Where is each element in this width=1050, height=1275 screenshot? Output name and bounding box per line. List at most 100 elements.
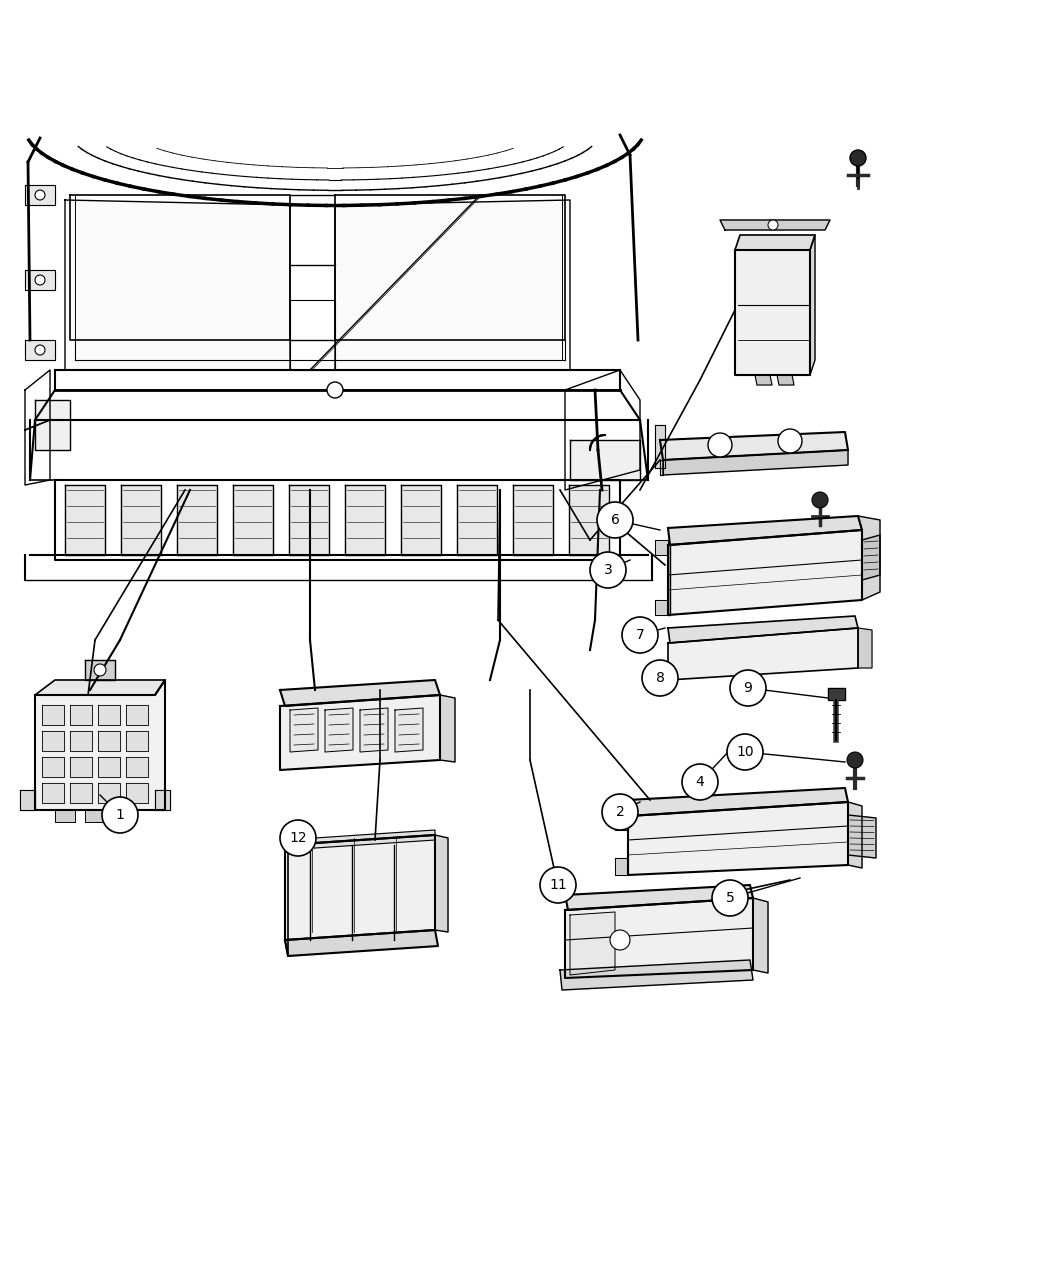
Polygon shape bbox=[435, 835, 448, 932]
Circle shape bbox=[850, 150, 866, 166]
Polygon shape bbox=[126, 731, 148, 751]
Polygon shape bbox=[753, 898, 768, 973]
Circle shape bbox=[768, 221, 778, 230]
Text: 12: 12 bbox=[289, 831, 307, 845]
Polygon shape bbox=[126, 783, 148, 803]
Bar bbox=[116, 810, 135, 822]
Polygon shape bbox=[457, 484, 497, 555]
Polygon shape bbox=[55, 479, 619, 560]
Polygon shape bbox=[862, 536, 880, 580]
Polygon shape bbox=[360, 708, 388, 752]
Text: 8: 8 bbox=[655, 671, 665, 685]
Polygon shape bbox=[668, 530, 862, 615]
Circle shape bbox=[622, 617, 658, 653]
Text: 10: 10 bbox=[736, 745, 754, 759]
Polygon shape bbox=[25, 270, 55, 289]
Polygon shape bbox=[42, 783, 64, 803]
Circle shape bbox=[708, 434, 732, 456]
Polygon shape bbox=[289, 484, 329, 555]
Polygon shape bbox=[35, 400, 70, 450]
Polygon shape bbox=[660, 460, 663, 476]
Circle shape bbox=[712, 880, 748, 915]
Polygon shape bbox=[777, 375, 794, 385]
Polygon shape bbox=[20, 790, 35, 810]
Polygon shape bbox=[42, 731, 64, 751]
Circle shape bbox=[642, 660, 678, 696]
Polygon shape bbox=[285, 835, 435, 940]
Polygon shape bbox=[440, 695, 455, 762]
Polygon shape bbox=[668, 544, 670, 615]
Polygon shape bbox=[663, 450, 848, 476]
Polygon shape bbox=[326, 708, 353, 752]
Polygon shape bbox=[720, 221, 830, 230]
Polygon shape bbox=[858, 516, 880, 601]
Text: 9: 9 bbox=[743, 681, 753, 695]
Polygon shape bbox=[513, 484, 553, 555]
Circle shape bbox=[280, 820, 316, 856]
Polygon shape bbox=[70, 705, 92, 725]
Polygon shape bbox=[628, 788, 848, 816]
Polygon shape bbox=[70, 731, 92, 751]
Polygon shape bbox=[401, 484, 441, 555]
Circle shape bbox=[778, 428, 802, 453]
Polygon shape bbox=[565, 898, 753, 978]
Polygon shape bbox=[615, 815, 628, 830]
Circle shape bbox=[812, 492, 828, 507]
Polygon shape bbox=[655, 601, 668, 615]
Polygon shape bbox=[828, 688, 845, 700]
Polygon shape bbox=[569, 484, 609, 555]
Circle shape bbox=[847, 752, 863, 768]
Polygon shape bbox=[70, 783, 92, 803]
Polygon shape bbox=[858, 629, 871, 668]
Polygon shape bbox=[285, 845, 288, 956]
Polygon shape bbox=[395, 708, 423, 752]
Text: 2: 2 bbox=[615, 805, 625, 819]
Polygon shape bbox=[70, 757, 92, 776]
Polygon shape bbox=[35, 680, 165, 810]
Polygon shape bbox=[98, 783, 120, 803]
Polygon shape bbox=[285, 830, 435, 850]
Polygon shape bbox=[155, 790, 170, 810]
Polygon shape bbox=[345, 484, 385, 555]
Polygon shape bbox=[25, 185, 55, 205]
Polygon shape bbox=[85, 660, 116, 680]
Circle shape bbox=[590, 552, 626, 588]
Polygon shape bbox=[735, 250, 810, 375]
Polygon shape bbox=[628, 802, 848, 875]
Circle shape bbox=[35, 275, 45, 286]
Polygon shape bbox=[121, 484, 161, 555]
Circle shape bbox=[610, 929, 630, 950]
Polygon shape bbox=[35, 680, 165, 695]
Polygon shape bbox=[668, 516, 862, 544]
Circle shape bbox=[102, 797, 138, 833]
Polygon shape bbox=[233, 484, 273, 555]
Polygon shape bbox=[42, 705, 64, 725]
Polygon shape bbox=[565, 885, 753, 910]
Circle shape bbox=[682, 764, 718, 799]
Polygon shape bbox=[848, 815, 876, 858]
Polygon shape bbox=[755, 375, 772, 385]
Circle shape bbox=[35, 346, 45, 354]
Circle shape bbox=[327, 382, 343, 398]
Polygon shape bbox=[668, 629, 858, 680]
Polygon shape bbox=[668, 616, 858, 643]
Polygon shape bbox=[42, 757, 64, 776]
Text: 7: 7 bbox=[635, 629, 645, 643]
Polygon shape bbox=[290, 708, 318, 752]
Polygon shape bbox=[98, 757, 120, 776]
Polygon shape bbox=[98, 705, 120, 725]
Polygon shape bbox=[560, 960, 753, 989]
Polygon shape bbox=[285, 929, 438, 956]
Text: 6: 6 bbox=[610, 513, 620, 527]
Circle shape bbox=[540, 867, 576, 903]
Text: 3: 3 bbox=[604, 564, 612, 578]
Polygon shape bbox=[65, 484, 105, 555]
Polygon shape bbox=[98, 731, 120, 751]
Polygon shape bbox=[660, 432, 848, 460]
Polygon shape bbox=[810, 235, 815, 375]
Text: 4: 4 bbox=[695, 775, 705, 789]
Text: 5: 5 bbox=[726, 891, 734, 905]
Circle shape bbox=[602, 794, 638, 830]
Polygon shape bbox=[735, 235, 815, 250]
Circle shape bbox=[35, 190, 45, 200]
